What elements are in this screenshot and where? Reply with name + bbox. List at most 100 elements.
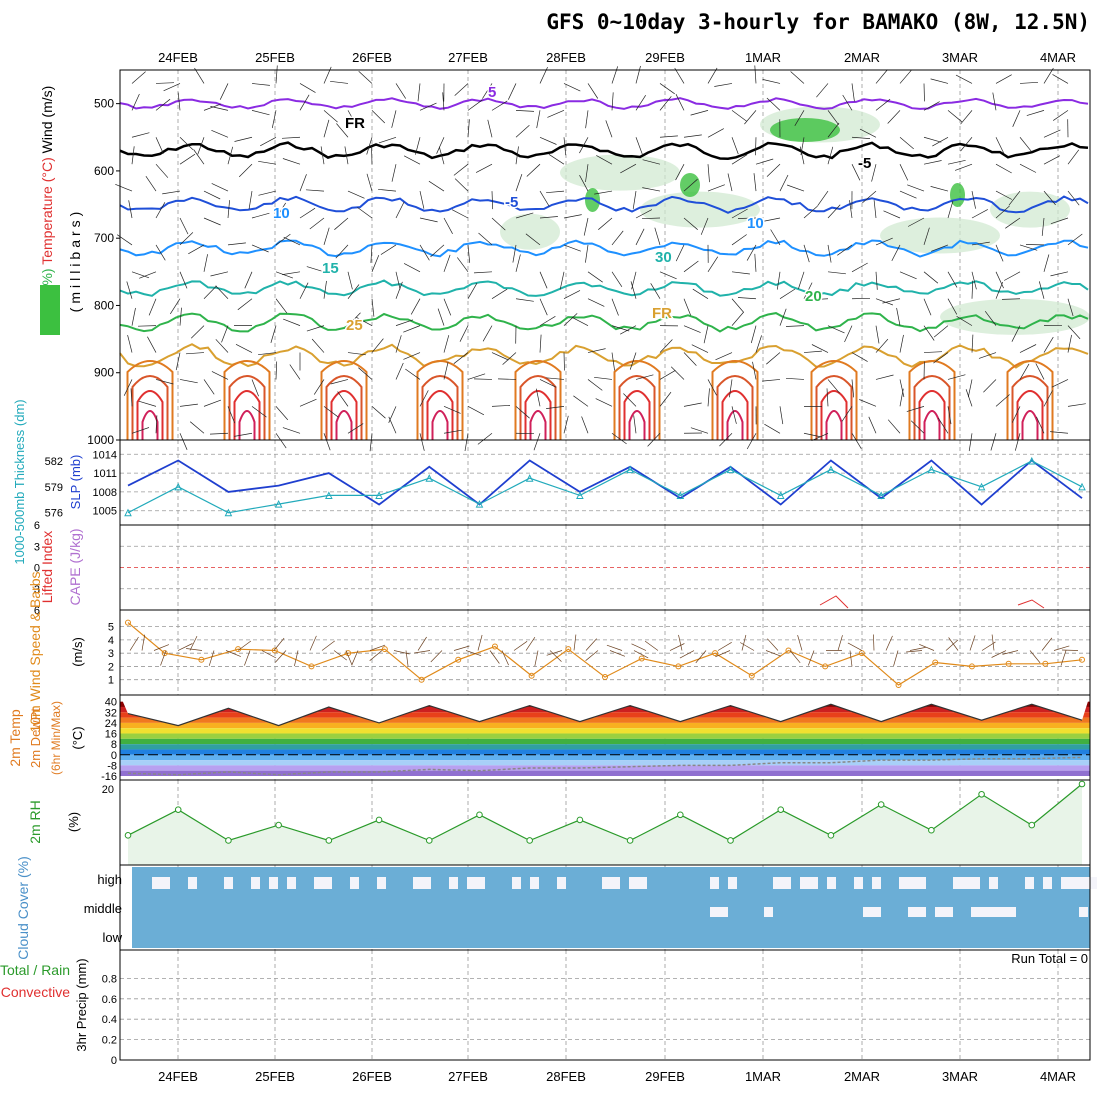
wind-barb	[683, 298, 692, 316]
wind-barb	[896, 307, 901, 326]
wind-barb	[837, 244, 853, 256]
wind-barb	[415, 137, 421, 155]
wind-barb	[887, 419, 901, 434]
wind-barb	[347, 284, 360, 299]
wind-barb	[323, 119, 330, 138]
warm-temp-contour	[223, 360, 271, 440]
wind-barb	[851, 164, 861, 181]
cloud-gap-high	[1025, 877, 1034, 889]
wind-barb	[405, 368, 421, 380]
wind-barb	[547, 110, 565, 118]
wind-barb	[210, 106, 229, 111]
wind-barb	[849, 200, 853, 219]
wind-speed-point	[1079, 656, 1085, 663]
wind-barb	[563, 244, 581, 252]
wind-barb	[623, 393, 637, 407]
wind-barb	[827, 379, 840, 394]
wind-barb	[971, 241, 990, 246]
cloud-gap-high	[782, 877, 791, 889]
wind-barb-10m	[465, 650, 482, 657]
wind-barb	[762, 217, 781, 222]
thickness-point	[676, 491, 685, 499]
wind-barb	[203, 103, 222, 111]
wind-barb	[203, 254, 208, 272]
wind-barb-10m	[351, 650, 359, 666]
wind-barb	[611, 66, 619, 84]
wind-barb	[395, 271, 401, 290]
wind10-unit-label: (m/s)	[70, 637, 85, 667]
wind-barb	[875, 325, 880, 344]
wind-barb	[1043, 190, 1056, 206]
wind-barb	[923, 227, 930, 246]
wind-barb	[371, 406, 386, 419]
wind-barb	[419, 217, 438, 223]
wind-barb	[251, 244, 269, 253]
wind-speed-line	[127, 622, 1083, 686]
wind-barb	[675, 164, 685, 181]
cloud-gap-high	[152, 877, 161, 889]
wind-barb	[827, 122, 840, 138]
wind-barb	[714, 83, 733, 87]
wind-barb	[203, 379, 215, 395]
wind-barb	[737, 297, 757, 300]
temp-contour-5	[119, 195, 1089, 214]
temp-tick-label: -8	[107, 760, 117, 772]
wind-barb	[611, 352, 615, 371]
wind-barb	[635, 137, 643, 155]
wind-barb	[690, 110, 709, 116]
wind-barb	[707, 379, 717, 396]
wind-barb	[323, 433, 331, 451]
wind-barb	[563, 352, 565, 371]
warm-temp-contour	[918, 390, 946, 440]
wind-barb	[179, 217, 189, 235]
contour-label: FR	[345, 115, 365, 132]
wind-barb	[282, 158, 301, 165]
cloud-gap-high	[629, 877, 638, 889]
upper-ylabel-millibars: (millibars)	[67, 208, 83, 313]
wind-barb	[978, 352, 997, 359]
wind-barb-10m	[453, 645, 470, 651]
wind-barb-10m	[585, 638, 597, 651]
wind-barb	[844, 325, 853, 343]
wind-barb-10m	[189, 635, 198, 651]
wind-barb-10m	[546, 650, 563, 656]
wind-barb	[995, 244, 1004, 262]
wind-barb	[344, 146, 349, 165]
wind-barb	[453, 163, 469, 176]
wind-barb	[899, 379, 905, 398]
wind-barb	[126, 281, 133, 299]
rh2m-point	[677, 811, 684, 819]
wind-barb	[478, 232, 493, 246]
wind-barb	[675, 94, 685, 111]
wind-barb	[1011, 325, 1021, 342]
dewpt2m-label: 2m DewPt	[28, 708, 43, 768]
wind-barb	[803, 432, 822, 438]
temp-color-band	[120, 770, 1090, 776]
wind-barb	[859, 128, 877, 138]
temp-tick-label: -16	[101, 771, 117, 783]
wind-barb-10m	[333, 650, 348, 661]
wind-barb-10m	[294, 650, 299, 667]
wind-barb	[659, 96, 672, 111]
wind-barb	[271, 110, 277, 129]
rh2m-point	[325, 837, 333, 844]
cloud-level-label: high	[97, 872, 122, 887]
wind-barb	[587, 379, 603, 391]
wind-barb	[956, 316, 973, 326]
wind-tick-label: 3	[108, 648, 114, 660]
cloud-gap-high	[872, 877, 881, 889]
wind-barb-10m	[414, 650, 431, 654]
wind-barb	[1012, 110, 1021, 127]
wind-barb-10m	[906, 650, 923, 653]
cloud-gap-high	[449, 877, 458, 889]
wind-barb	[155, 379, 174, 385]
wind-barb	[754, 65, 757, 84]
wind-barb	[611, 432, 627, 445]
cloud-gap-high	[1043, 877, 1052, 889]
wind-barb	[731, 311, 744, 326]
wind-barb	[770, 229, 781, 246]
thickness-point	[877, 491, 885, 499]
wind-barb	[933, 325, 949, 338]
wind-speed-point	[235, 646, 242, 653]
wind-barb	[875, 298, 894, 306]
